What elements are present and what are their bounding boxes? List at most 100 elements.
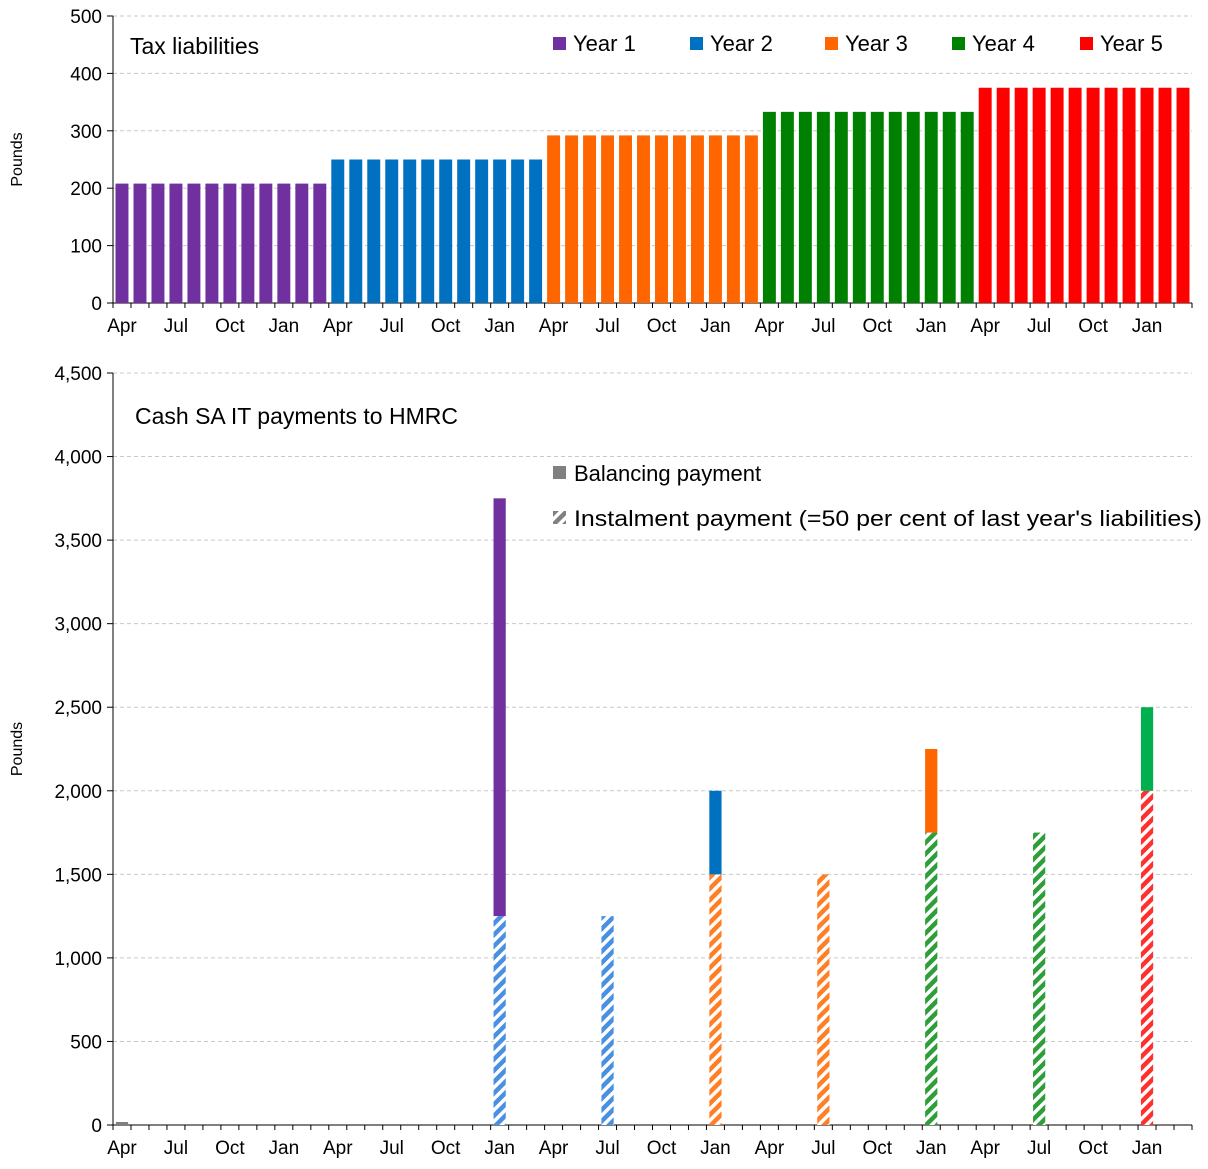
instalment-bar xyxy=(601,916,614,1125)
x-tick-label: Jul xyxy=(811,1138,835,1159)
liability-bar xyxy=(565,135,579,303)
liability-bar xyxy=(888,111,902,303)
liability-bar xyxy=(816,111,830,303)
liability-bar xyxy=(762,111,776,303)
liability-bar xyxy=(439,159,453,303)
y-tick-label: 4,000 xyxy=(54,448,102,469)
liability-bar xyxy=(906,111,920,303)
liability-bar xyxy=(655,135,668,303)
x-tick-label: Apr xyxy=(107,316,137,337)
liability-bar xyxy=(313,183,327,303)
liability-bar xyxy=(493,159,507,303)
liability-bar xyxy=(403,159,417,303)
legend-label: Year 1 xyxy=(573,31,636,56)
y-tick-label: 3,000 xyxy=(54,615,102,636)
liability-bar xyxy=(511,159,525,303)
balancing-bar xyxy=(925,749,938,833)
x-tick-label: Apr xyxy=(539,1138,569,1159)
legend-swatch xyxy=(1080,37,1093,50)
x-tick-label: Apr xyxy=(323,1138,353,1159)
x-tick-label: Jan xyxy=(916,316,947,337)
liability-bar xyxy=(798,111,812,303)
y-tick-label: 2,000 xyxy=(54,782,102,803)
x-tick-label: Jan xyxy=(269,1138,300,1159)
liability-bar xyxy=(205,183,219,303)
x-tick-label: Jul xyxy=(380,316,404,337)
x-tick-label: Apr xyxy=(755,316,785,337)
y-tick-label: 0 xyxy=(91,1116,102,1137)
balancing-bar xyxy=(709,790,722,875)
x-tick-label: Jan xyxy=(700,316,731,337)
liability-bar xyxy=(547,135,561,303)
legend-swatch xyxy=(690,37,703,50)
liability-bar xyxy=(223,183,237,303)
liability-bar xyxy=(1122,87,1136,303)
liability-bar xyxy=(1014,87,1028,303)
x-tick-label: Apr xyxy=(755,1138,785,1159)
y-tick-label: 1,500 xyxy=(54,865,102,886)
y-tick-label: 400 xyxy=(70,64,102,85)
x-tick-label: Jan xyxy=(1132,1138,1163,1159)
x-tick-label: Jul xyxy=(595,316,619,337)
liability-bar xyxy=(241,183,255,303)
instalment-bar xyxy=(925,832,938,1125)
liability-bar xyxy=(277,183,291,303)
legend-label: Year 5 xyxy=(1100,31,1163,56)
liability-bar xyxy=(259,183,273,303)
liability-bar xyxy=(295,183,309,303)
liability-bar xyxy=(583,135,597,303)
liability-bar xyxy=(1104,87,1118,303)
liability-bar xyxy=(367,159,381,303)
x-tick-label: Oct xyxy=(863,1138,893,1159)
x-tick-label: Oct xyxy=(1078,1138,1108,1159)
liability-bar xyxy=(457,159,471,303)
legend-swatch xyxy=(553,37,566,50)
x-tick-label: Oct xyxy=(215,316,245,337)
liability-bar xyxy=(996,87,1010,303)
balancing-bar xyxy=(493,498,506,917)
y-tick-label: 0 xyxy=(91,294,102,315)
y-axis-label: Pounds xyxy=(9,132,26,186)
liability-bar xyxy=(1176,87,1190,303)
liability-bar xyxy=(942,111,956,303)
liability-bar xyxy=(673,135,686,303)
legend-label: Year 2 xyxy=(710,31,773,56)
liability-bar xyxy=(133,183,147,303)
liability-bar xyxy=(151,183,165,303)
chart-title: Cash SA IT payments to HMRC xyxy=(135,403,458,429)
x-tick-label: Jul xyxy=(164,316,188,337)
legend-swatch xyxy=(825,37,838,50)
x-tick-label: Jul xyxy=(811,316,835,337)
liability-bar xyxy=(421,159,435,303)
liability-bar xyxy=(1032,87,1046,303)
y-tick-label: 100 xyxy=(70,237,102,258)
chart-title: Tax liabilities xyxy=(130,33,259,59)
y-tick-label: 1,000 xyxy=(54,949,102,970)
y-tick-label: 500 xyxy=(70,1032,102,1053)
balancing-bar xyxy=(1140,707,1154,791)
liability-bar xyxy=(852,111,866,303)
liability-bar xyxy=(780,111,794,303)
liability-bar xyxy=(1086,87,1100,303)
liability-bar xyxy=(169,183,183,303)
legend-label: Year 3 xyxy=(845,31,908,56)
liability-bar xyxy=(187,183,201,303)
x-tick-label: Jan xyxy=(700,1138,731,1159)
liability-bar xyxy=(349,159,363,303)
x-tick-label: Jan xyxy=(484,1138,515,1159)
x-tick-label: Apr xyxy=(970,1138,1000,1159)
liability-bar xyxy=(1140,87,1154,303)
origin-marker-bar xyxy=(115,1122,129,1125)
liability-bar xyxy=(744,135,758,303)
x-tick-label: Jan xyxy=(1132,316,1163,337)
x-tick-label: Jan xyxy=(269,316,300,337)
liability-bar xyxy=(960,111,974,303)
liability-bar xyxy=(690,135,704,303)
liability-bar xyxy=(924,111,938,303)
legend-label: Year 4 xyxy=(972,31,1035,56)
liability-bar xyxy=(870,111,884,303)
legend-swatch xyxy=(952,37,965,50)
x-tick-label: Oct xyxy=(1078,316,1108,337)
